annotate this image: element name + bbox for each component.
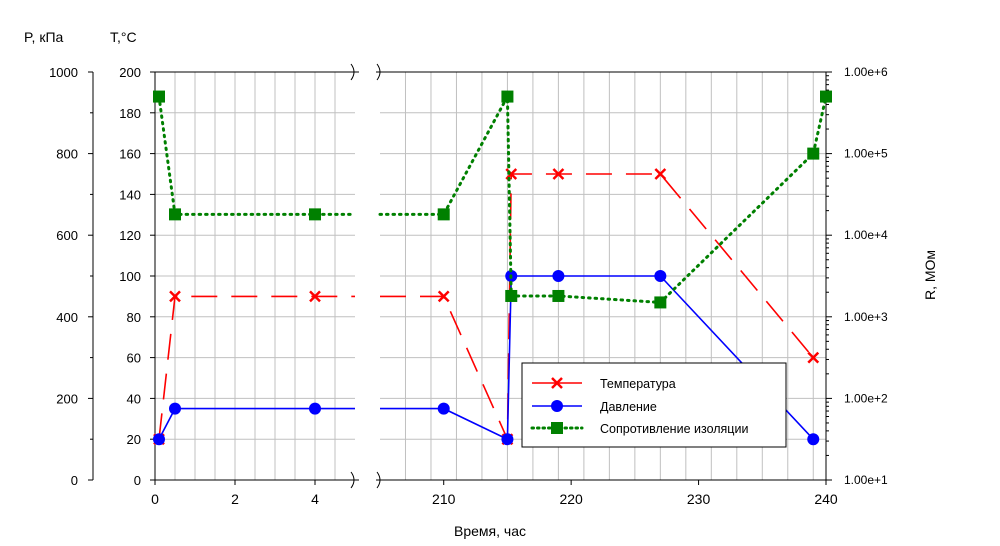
r-axis-title: R, МОм	[922, 250, 938, 300]
r-tick-label: 1.00e+2	[844, 391, 888, 405]
r-tick-label: 1.00e+6	[844, 65, 888, 79]
legend-box	[521, 362, 787, 448]
t-tick-label: 160	[119, 147, 141, 162]
x-tick-label: 240	[814, 491, 838, 507]
series-line-pressure-left	[158, 407, 355, 440]
x-tick-label: 0	[151, 491, 159, 507]
t-tick-label: 0	[134, 473, 141, 488]
axis-break-mark	[376, 63, 381, 81]
legend-label-temperature: Температура	[600, 377, 676, 391]
t-tick-label: 180	[119, 106, 141, 121]
frame-right	[376, 71, 827, 481]
axis-break-mark	[350, 63, 355, 81]
x-tick-label: 220	[559, 491, 583, 507]
series	[153, 90, 832, 446]
legend-item-pressure: Давление	[532, 400, 657, 414]
t-tick-label: 80	[127, 310, 141, 325]
point-resistance	[169, 208, 181, 221]
t-tick-label: 20	[127, 432, 141, 447]
point-pressure	[169, 402, 181, 415]
series-line-resistance-left	[157, 95, 357, 216]
point-pressure	[153, 433, 165, 446]
x-tick-label: 230	[687, 491, 711, 507]
t-tick-label: 140	[119, 187, 141, 202]
point-temperature	[437, 290, 450, 303]
r-tick-label: 1.00e+1	[844, 473, 888, 487]
point-resistance	[552, 289, 565, 302]
legend: Температура Давление Сопротивление изоля…	[521, 362, 787, 448]
r-tick-label: 1.00e+3	[844, 310, 888, 324]
point-pressure	[309, 402, 321, 415]
r-tick-label: 1.00e+5	[844, 147, 888, 161]
point-temperature	[505, 168, 518, 180]
p-tick-label: 400	[56, 310, 78, 325]
t-tick-label: 100	[119, 269, 141, 284]
legend-label-resistance: Сопротивление изоляции	[600, 422, 748, 436]
x-tick-label: 2	[231, 491, 239, 507]
point-resistance	[807, 147, 820, 160]
t-axis-title: T,°C	[110, 29, 137, 45]
point-temperature	[552, 168, 565, 180]
x-axis-title: Время, час	[454, 523, 526, 539]
legend-item-temperature: Температура	[532, 377, 676, 391]
p-tick-label: 1000	[49, 65, 78, 80]
legend-marker-temperature	[551, 377, 563, 389]
t-tick-label: 200	[119, 65, 141, 80]
point-resistance	[437, 208, 450, 221]
p-tick-label: 600	[56, 228, 78, 243]
p-tick-label: 0	[71, 473, 78, 488]
point-resistance	[654, 296, 667, 309]
legend-marker-pressure	[551, 400, 563, 412]
r-tick-label: 1.00e+4	[844, 228, 888, 242]
point-temperature	[169, 290, 181, 303]
point-temperature	[654, 168, 667, 180]
legend-marker-resistance	[551, 422, 563, 434]
point-pressure	[552, 270, 565, 282]
point-resistance	[820, 90, 832, 103]
series-line-temperature-left	[158, 295, 355, 440]
series-resistance	[153, 90, 832, 309]
point-resistance	[505, 289, 518, 302]
point-resistance	[501, 90, 514, 103]
legend-label-pressure: Давление	[600, 400, 657, 414]
point-pressure	[654, 270, 667, 282]
point-resistance	[153, 90, 165, 103]
x-tick-label: 210	[432, 491, 456, 507]
legend-item-resistance: Сопротивление изоляции	[530, 422, 748, 436]
series-line-resistance-right	[378, 90, 828, 304]
p-tick-label: 800	[56, 147, 78, 162]
point-pressure	[807, 433, 820, 446]
point-pressure	[501, 433, 514, 446]
t-tick-label: 120	[119, 228, 141, 243]
t-tick-label: 40	[127, 391, 141, 406]
point-temperature	[309, 290, 321, 303]
point-resistance	[309, 208, 321, 221]
point-pressure	[437, 402, 450, 415]
p-axis-title: P, кПа	[24, 29, 64, 45]
axes: 0200400600800100002040608010012014016018…	[49, 65, 888, 507]
p-tick-label: 200	[56, 391, 78, 406]
axis-break-mark	[376, 471, 381, 489]
point-temperature	[807, 351, 820, 364]
axis-break-mark	[350, 471, 355, 489]
x-tick-label: 4	[311, 491, 319, 507]
t-tick-label: 60	[127, 351, 141, 366]
